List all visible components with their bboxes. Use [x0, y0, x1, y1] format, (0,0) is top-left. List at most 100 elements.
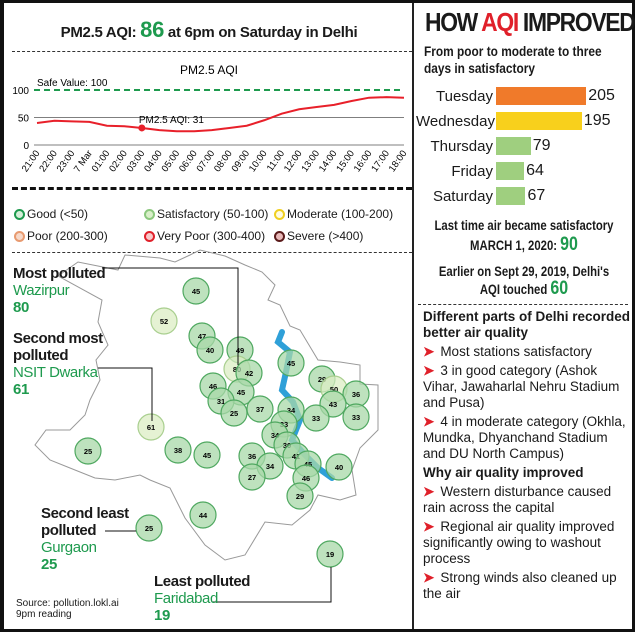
- station-value: 45: [192, 287, 200, 296]
- last-date: MARCH 1, 2020:: [470, 238, 558, 253]
- station-value: 29: [296, 492, 304, 501]
- station-value: 30: [283, 441, 291, 450]
- station-marker[interactable]: 33: [342, 403, 370, 431]
- station-value: 40: [335, 463, 343, 472]
- bullet-text: 3 in good category (Ashok Vihar, Jawahar…: [423, 363, 620, 410]
- bullet-text: 4 in moderate category (Okhla, Mundka, D…: [423, 414, 626, 461]
- station-value: 33: [280, 420, 288, 429]
- legend-label: Very Poor (300-400): [157, 229, 266, 243]
- legend-circle-icon: [274, 230, 285, 242]
- legend-item: Satisfactory (50-100): [144, 207, 274, 221]
- callout-heading: Least polluted: [154, 573, 251, 590]
- divider: [418, 304, 628, 305]
- bullet-text: Western disturbance caused rain across t…: [423, 484, 612, 515]
- station-value: 43: [329, 400, 337, 409]
- station-marker[interactable]: 45: [193, 441, 221, 469]
- bullet-item: ➤ 3 in good category (Ashok Vihar, Jawaha…: [423, 363, 631, 411]
- station-value: 45: [304, 460, 312, 469]
- heading-part: IMPROVED: [517, 7, 635, 37]
- station-marker[interactable]: 44: [189, 501, 217, 529]
- station-marker[interactable]: 61: [137, 413, 165, 441]
- station-marker[interactable]: 25: [220, 399, 248, 427]
- earlier-label: AQI touched: [479, 282, 548, 297]
- bar-row: Friday 64: [416, 162, 544, 180]
- station-value: 27: [248, 473, 256, 482]
- station-circle: [182, 277, 210, 305]
- bar-value: 205: [588, 87, 615, 104]
- station-marker[interactable]: 40: [325, 453, 353, 481]
- legend-row: Good (<50) Satisfactory (50-100) Moderate …: [14, 207, 414, 221]
- station-value: 47: [198, 332, 206, 341]
- station-value: 34: [266, 462, 275, 471]
- station-marker[interactable]: 25: [135, 514, 163, 542]
- station-marker[interactable]: 37: [246, 395, 274, 423]
- station-value: 49: [236, 346, 244, 355]
- safe-value-label: Safe Value: 100: [37, 78, 108, 89]
- callout-heading: Second most polluted: [13, 330, 103, 364]
- callout-station: Faridabad: [154, 590, 218, 607]
- line-chart: PM2.5 AQI 0 50 100 Safe Value: 100 PM2.5 AQI:…: [12, 63, 409, 175]
- y-tick-label: 100: [12, 86, 29, 97]
- station-circle: [196, 336, 224, 364]
- bullet-text: Strong winds also cleaned up the air: [423, 570, 617, 601]
- station-marker[interactable]: 40: [196, 336, 224, 364]
- station-value: 34: [287, 406, 296, 415]
- legend-item: Good (<50): [14, 207, 144, 221]
- earlier-value: 60: [550, 278, 569, 299]
- legend-label: Good (<50): [27, 207, 89, 221]
- bar-value: 67: [527, 187, 546, 204]
- station-marker[interactable]: 45: [182, 277, 210, 305]
- headline-suffix: at 6pm on Saturday in Delhi: [167, 24, 358, 41]
- arrow-bullet-icon: ➤: [423, 519, 435, 534]
- station-circle: [325, 453, 353, 481]
- bullet-item: ➤ Western disturbance caused rain across …: [423, 484, 631, 516]
- legend-circle-icon: [14, 230, 25, 242]
- pm25-line: [36, 96, 405, 133]
- station-value: 38: [174, 446, 182, 455]
- station-value: 25: [230, 409, 238, 418]
- notes: Different parts of Delhi recorded better…: [423, 309, 631, 605]
- legend-label: Moderate (100-200): [287, 207, 394, 221]
- reading-time: 9pm reading: [16, 609, 72, 620]
- bar-label: Friday: [451, 162, 493, 180]
- point-annotation: PM2.5 AQI: 31: [139, 115, 204, 126]
- bullet-text: Most stations satisfactory: [440, 344, 592, 359]
- station-value: 45: [203, 451, 211, 460]
- station-value: 52: [160, 317, 168, 326]
- left-panel: PM2.5 AQI: 86 at 6pm on Saturday in Delh…: [4, 3, 414, 629]
- station-value: 36: [352, 390, 360, 399]
- earlier-text: Earlier on Sept 29, 2019, Delhi's: [438, 264, 610, 279]
- legend-label: Severe (>400): [287, 229, 364, 243]
- station-marker[interactable]: 27: [238, 463, 266, 491]
- station-marker[interactable]: 45: [277, 349, 305, 377]
- station-value: 19: [326, 550, 334, 559]
- legend-item: Very Poor (300-400): [144, 229, 274, 243]
- station-value: 45: [237, 388, 245, 397]
- station-marker[interactable]: 29: [286, 482, 314, 510]
- bullet-item: ➤ Most stations satisfactory: [423, 344, 631, 360]
- legend-label: Poor (200-300): [27, 229, 108, 243]
- station-marker[interactable]: 38: [164, 436, 192, 464]
- station-circle: [150, 307, 178, 335]
- bar-label: Wednesday: [416, 112, 495, 130]
- callout-line: [98, 367, 153, 421]
- bar-value: 195: [583, 112, 611, 129]
- bullet-item: ➤ Strong winds also cleaned up the air: [423, 570, 631, 602]
- callout-value: 19: [154, 607, 170, 624]
- heading-accent: AQI: [481, 7, 519, 37]
- map-boundary: [34, 249, 379, 561]
- station-value: 36: [248, 452, 256, 461]
- station-marker[interactable]: 25: [74, 437, 102, 465]
- station-marker[interactable]: 33: [302, 404, 330, 432]
- station-value: 33: [312, 414, 320, 423]
- station-marker[interactable]: 36: [342, 380, 370, 408]
- divider: [12, 51, 412, 52]
- y-tick-label: 50: [18, 114, 30, 125]
- station-value: 34: [271, 431, 280, 440]
- station-marker[interactable]: 52: [150, 307, 178, 335]
- earlier-line2: AQI touched 60: [416, 278, 631, 299]
- parts-heading: Different parts of Delhi recorded better…: [423, 309, 631, 340]
- station-marker[interactable]: 19: [316, 540, 344, 568]
- station-circle: [74, 437, 102, 465]
- callout-value: 61: [13, 381, 29, 398]
